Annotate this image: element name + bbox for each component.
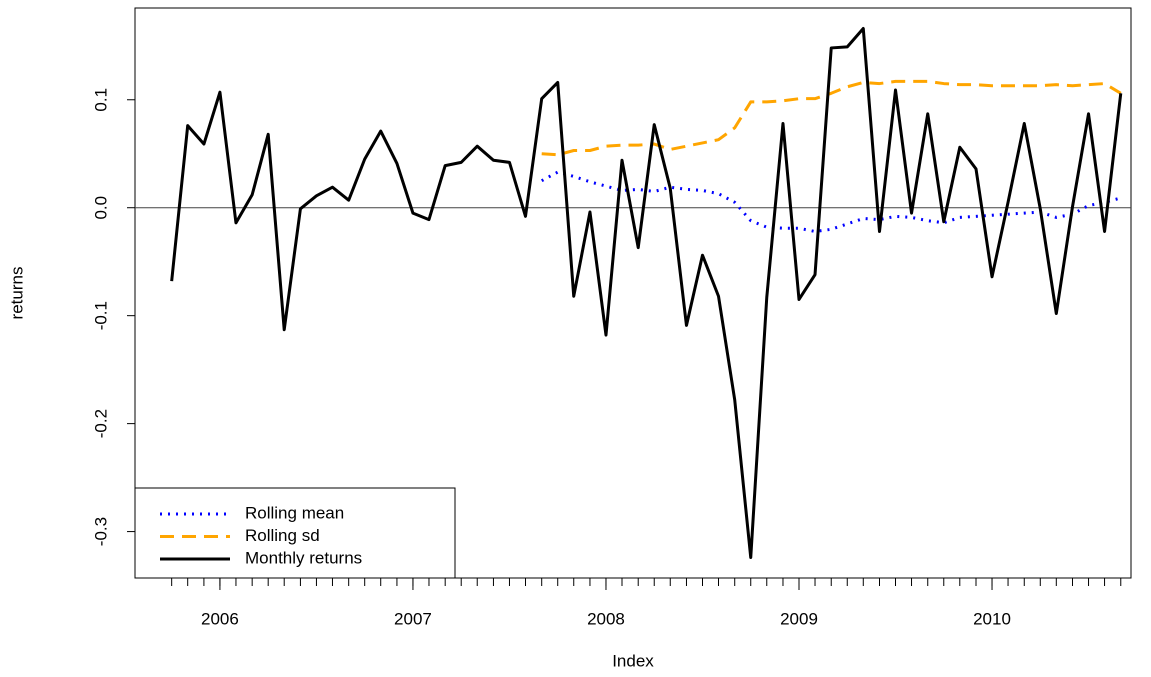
plot-frame [134,7,1132,579]
y-axis-label: returns [7,267,26,320]
series-line [540,170,1122,233]
y-tick-label: -0.3 [91,517,110,546]
x-tick-label: 2010 [973,609,1011,628]
legend-label: Rolling mean [245,503,344,522]
legend-label: Monthly returns [245,548,362,567]
legend-label: Rolling sd [245,526,320,545]
y-tick-label: 0.0 [91,196,110,220]
x-tick-label: 2008 [587,609,625,628]
y-tick-label: -0.2 [91,409,110,438]
y-tick-label: 0.1 [91,88,110,112]
x-tick-label: 2007 [394,609,432,628]
legend-box [134,487,456,579]
series-line [541,79,1122,157]
x-tick-label: 2009 [780,609,818,628]
series-line [170,27,1123,559]
y-tick-label: -0.1 [91,301,110,330]
x-tick-label: 2006 [201,609,239,628]
x-axis-label: Index [612,651,654,670]
